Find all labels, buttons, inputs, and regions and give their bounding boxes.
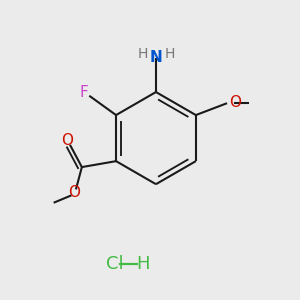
Text: H: H — [164, 47, 175, 61]
Text: O: O — [68, 185, 80, 200]
Text: H: H — [136, 255, 149, 273]
Text: N: N — [150, 50, 162, 65]
Text: O: O — [61, 134, 74, 148]
Text: H: H — [137, 47, 148, 61]
Text: O: O — [230, 95, 242, 110]
Text: Cl: Cl — [106, 255, 123, 273]
Text: F: F — [80, 85, 88, 100]
